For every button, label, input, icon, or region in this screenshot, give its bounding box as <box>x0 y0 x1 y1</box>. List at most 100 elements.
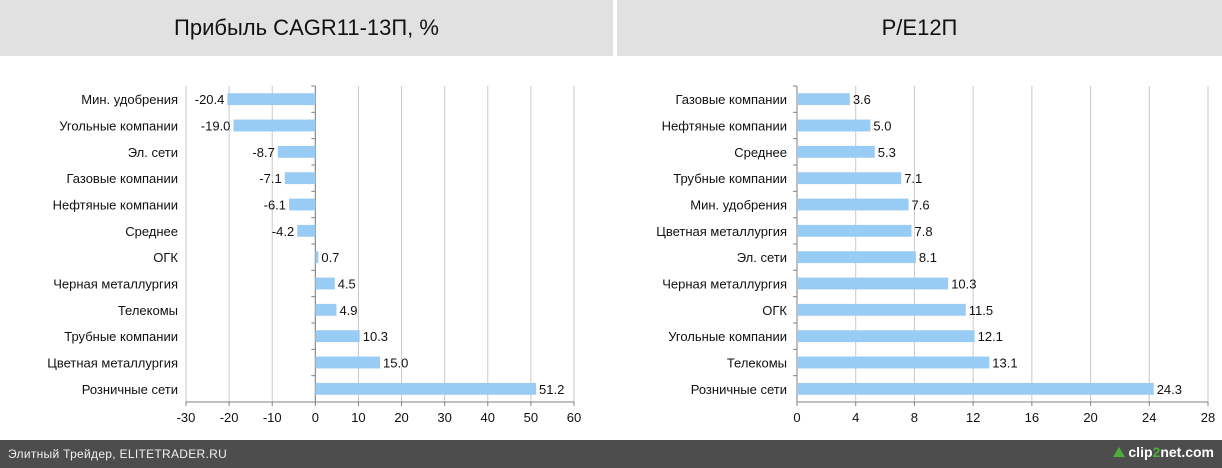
bar <box>277 145 316 158</box>
logo-text-post: net.com <box>1160 444 1214 460</box>
category-label: Телекомы <box>727 356 787 371</box>
x-tick-label: 4 <box>852 410 859 425</box>
category-label: Цветная металлургия <box>656 224 787 239</box>
bar <box>797 330 975 343</box>
data-label: 5.3 <box>878 145 896 160</box>
category-label: ОГК <box>153 250 178 265</box>
x-tick-label: 20 <box>1083 410 1097 425</box>
bar <box>797 119 871 132</box>
category-label: Трубные компании <box>673 171 787 186</box>
data-label: 0.7 <box>321 250 339 265</box>
category-label: Угольные компании <box>668 329 787 344</box>
data-label: 15.0 <box>383 356 408 371</box>
category-label: Нефтяные компании <box>53 198 178 213</box>
category-label: Черная металлургия <box>662 277 787 292</box>
x-tick-label: 16 <box>1025 410 1039 425</box>
x-tick-label: 20 <box>394 410 408 425</box>
bar <box>797 251 916 264</box>
x-tick-label: 0 <box>793 410 800 425</box>
bar <box>315 330 360 343</box>
category-label: Эл. сети <box>737 250 787 265</box>
x-tick-label: -10 <box>263 410 282 425</box>
bar <box>297 224 316 237</box>
right-chart-title: P/E12П <box>617 0 1222 56</box>
data-label: 13.1 <box>992 356 1017 371</box>
footer-bar: Элитный Трейдер, ELITETRADER.RU clip 2 net… <box>0 440 1222 468</box>
category-label: Розничные сети <box>82 382 178 397</box>
x-tick-label: 28 <box>1201 410 1215 425</box>
bar <box>797 172 902 185</box>
category-label: Угольные компании <box>59 119 178 134</box>
bar <box>797 303 966 316</box>
bar <box>315 356 380 369</box>
category-label: Трубные компании <box>64 329 178 344</box>
category-label: Нефтяные компании <box>662 119 787 134</box>
category-label: Эл. сети <box>128 145 178 160</box>
bar <box>233 119 316 132</box>
data-label: -19.0 <box>201 119 231 134</box>
category-label: ОГК <box>762 303 787 318</box>
category-label: Среднее <box>734 145 787 160</box>
bar <box>797 224 912 237</box>
category-label: Газовые компании <box>66 171 178 186</box>
category-label: Мин. удобрения <box>690 198 787 213</box>
bar <box>797 382 1154 395</box>
footer-source-text: Элитный Трейдер, ELITETRADER.RU <box>8 447 228 461</box>
data-label: -4.2 <box>272 224 294 239</box>
logo-text-two: 2 <box>1152 444 1161 460</box>
left-chart-title: Прибыль CAGR11-13П, % <box>0 0 613 56</box>
data-label: -20.4 <box>195 92 225 107</box>
category-label: Цветная металлургия <box>47 356 178 371</box>
pe-bar-chart: 0 4 8 12 16 20 24 28 Газовые компании 3.6 Нефтяные… <box>617 56 1222 440</box>
data-label: 12.1 <box>978 329 1003 344</box>
pe-bar-chart-svg: 0 4 8 12 16 20 24 28 Газовые компании 3.6 Нефтяные… <box>656 85 1215 425</box>
cagr-bar-chart: -30 -20 -10 0 10 20 30 40 50 60 Мин. удобрения -20.… <box>0 56 613 440</box>
x-tick-label: 10 <box>351 410 365 425</box>
bar <box>797 145 875 158</box>
bar <box>797 277 949 290</box>
data-label: 11.5 <box>969 303 993 318</box>
data-label: 4.9 <box>339 303 357 318</box>
data-label: 3.6 <box>853 92 871 107</box>
category-label: Розничные сети <box>691 382 787 397</box>
bar <box>797 93 850 106</box>
bar <box>797 198 909 211</box>
x-tick-label: 30 <box>437 410 451 425</box>
category-label: Мин. удобрения <box>81 92 178 107</box>
bar <box>284 172 316 185</box>
category-label: Телекомы <box>118 303 178 318</box>
category-label: Среднее <box>125 224 178 239</box>
x-tick-label: 0 <box>312 410 319 425</box>
bar <box>315 277 335 290</box>
data-label: 7.1 <box>904 171 922 186</box>
category-label: Черная металлургия <box>53 277 178 292</box>
x-tick-label: -30 <box>177 410 196 425</box>
clip2net-logo[interactable]: clip 2 net.com <box>1113 444 1214 460</box>
x-tick-label: 24 <box>1142 410 1156 425</box>
data-label: 7.6 <box>912 198 930 213</box>
bar <box>315 382 537 395</box>
x-tick-label: 8 <box>911 410 918 425</box>
data-label: -8.7 <box>252 145 274 160</box>
upload-arrow-icon <box>1113 447 1126 457</box>
bar <box>289 198 316 211</box>
bar <box>315 303 337 316</box>
data-label: 24.3 <box>1157 382 1182 397</box>
logo-text-pre: clip <box>1128 444 1153 460</box>
bar <box>797 356 990 369</box>
data-label: 4.5 <box>338 277 356 292</box>
data-label: 10.3 <box>363 329 388 344</box>
x-tick-label: 12 <box>966 410 980 425</box>
data-label: 8.1 <box>919 250 937 265</box>
data-label: 7.8 <box>914 224 932 239</box>
bar <box>315 251 319 264</box>
bar <box>227 93 316 106</box>
x-tick-label: 50 <box>524 410 538 425</box>
data-label: 51.2 <box>539 382 564 397</box>
x-tick-label: 40 <box>481 410 495 425</box>
x-tick-label: -20 <box>220 410 239 425</box>
data-label: -7.1 <box>259 171 281 186</box>
category-label: Газовые компании <box>675 92 787 107</box>
cagr-bar-chart-svg: -30 -20 -10 0 10 20 30 40 50 60 Мин. удобрения -20.… <box>47 85 581 425</box>
data-label: 10.3 <box>951 277 976 292</box>
